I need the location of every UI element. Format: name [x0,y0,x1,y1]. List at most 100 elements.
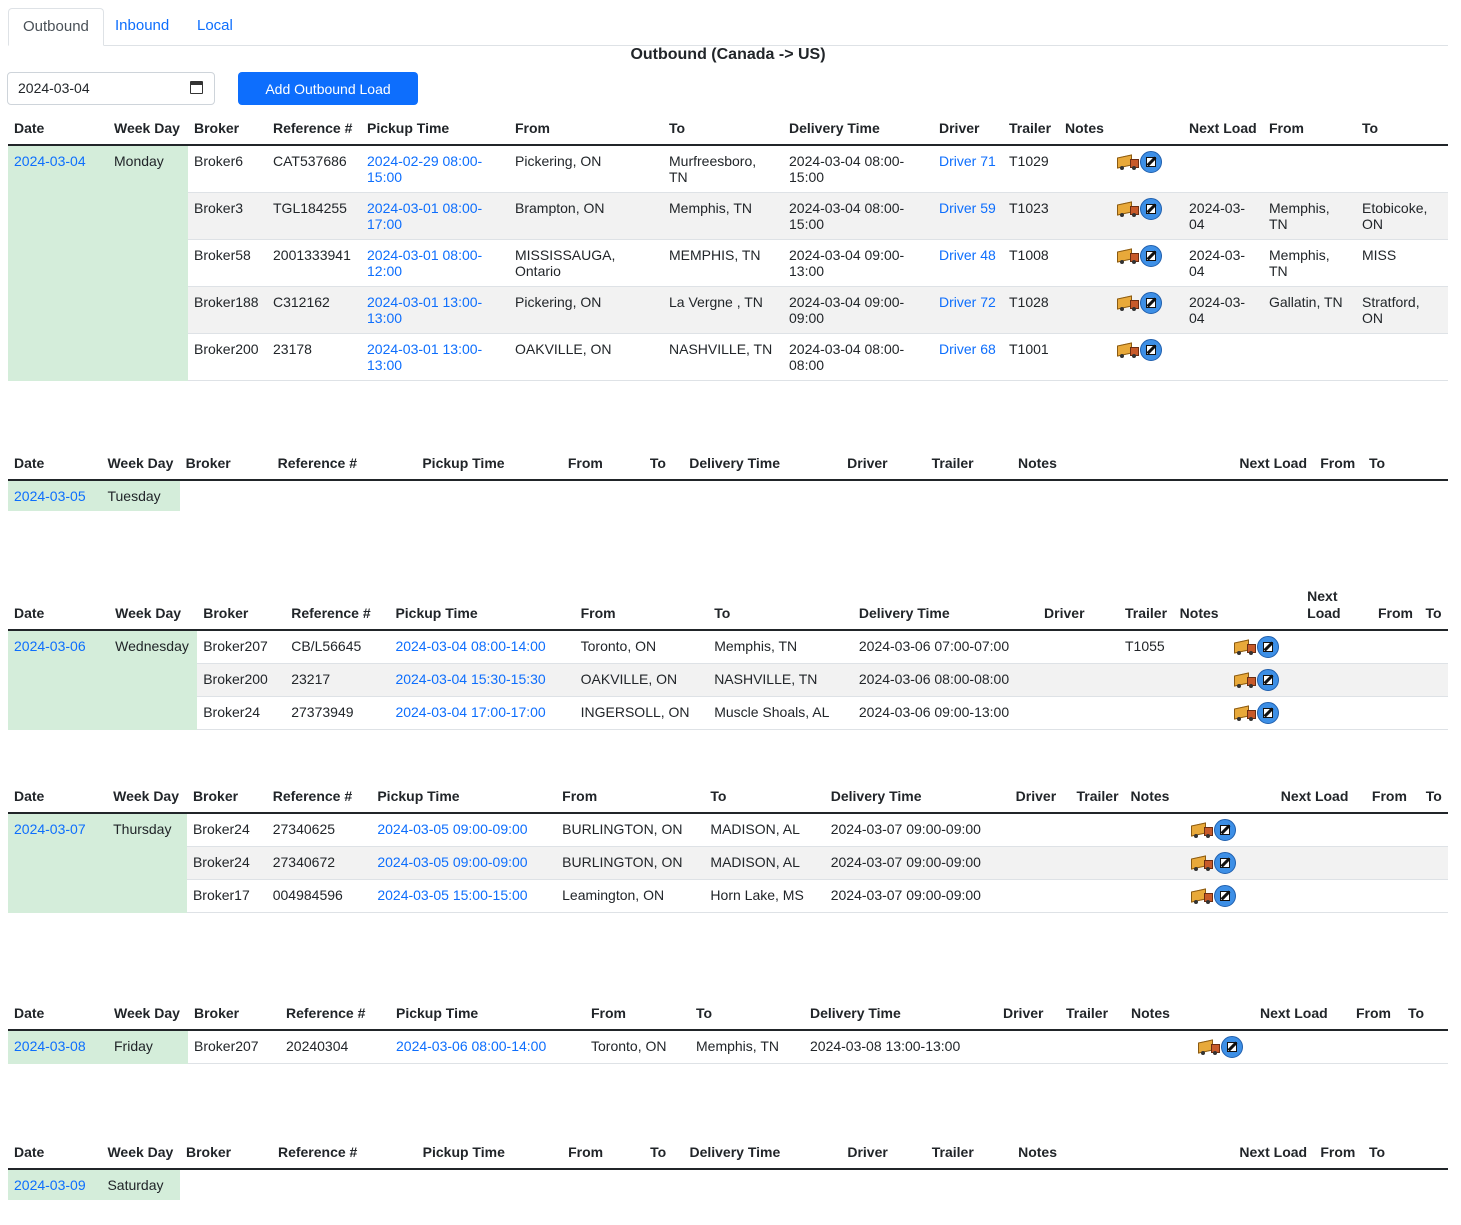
pickup-time-link[interactable]: 2024-03-05 15:00-15:00 [377,887,528,903]
table-row: Broker200 23178 2024-03-01 13:00-13:00 OAKV… [8,333,1448,381]
edit-icon[interactable] [1140,339,1162,361]
reference-cell: 27373949 [285,696,390,730]
day-table: Date Week Day Broker Reference # Pickup Time… [8,455,1448,511]
calendar-icon[interactable] [190,81,203,94]
next-load-cell: 2024-03-04 [1183,192,1263,240]
driver-link[interactable]: Driver 68 [939,341,996,357]
truck-icon[interactable] [1117,342,1139,358]
tab-outbound[interactable]: Outbound [8,8,104,46]
truck-icon[interactable] [1234,672,1257,688]
edit-icon[interactable] [1140,292,1162,314]
pickup-time-link[interactable]: 2024-03-04 08:00-14:00 [395,638,546,654]
column-header-reference: Reference # [280,1005,390,1031]
column-header-reference: Reference # [285,588,390,631]
date-link[interactable]: 2024-03-09 [14,1177,86,1193]
weekday-cell: Friday [108,1030,188,1064]
driver-link[interactable]: Driver 72 [939,294,996,310]
date-link[interactable]: 2024-03-07 [14,821,86,837]
from-cell: INGERSOLL, ON [574,696,709,730]
driver-cell: Driver 68 [933,333,1003,381]
edit-icon[interactable] [1140,198,1162,220]
column-header-actions [1187,788,1275,814]
driver-link[interactable]: Driver 59 [939,200,996,216]
truck-icon[interactable] [1117,201,1139,217]
column-header-weekday: Week Day [109,588,198,631]
truck-icon[interactable] [1191,822,1214,838]
truck-icon[interactable] [1117,154,1139,170]
driver-link[interactable]: Driver 71 [939,153,996,169]
driver-link[interactable]: Driver 48 [939,247,996,263]
reference-cell: C312162 [267,286,361,334]
edit-icon[interactable] [1257,669,1280,691]
date-link[interactable]: 2024-03-08 [14,1038,86,1054]
column-header-broker: Broker [179,455,272,481]
tab-inbound[interactable]: Inbound [115,17,170,34]
trailer-cell [1070,879,1125,913]
date-link[interactable]: 2024-03-06 [14,638,86,654]
column-header-trailer: Trailer [1060,1005,1125,1031]
next-to-cell [1419,663,1448,697]
edit-icon[interactable] [1140,245,1162,267]
next-from-cell [1371,696,1420,730]
notes-cell [1124,879,1188,913]
next-load-cell [1274,879,1366,913]
truck-icon[interactable] [1191,855,1214,871]
date-link[interactable]: 2024-03-04 [14,153,86,169]
column-header-notes: Notes [1012,1144,1115,1170]
pickup-time-link[interactable]: 2024-03-05 09:00-09:00 [377,854,528,870]
edit-icon[interactable] [1257,702,1280,724]
date-link[interactable]: 2024-03-05 [14,488,86,504]
column-header-from: From [556,788,705,814]
date-picker-input[interactable]: 2024-03-04 [7,72,215,105]
edit-icon[interactable] [1221,1036,1243,1058]
next-load-cell [1274,846,1366,880]
next-from-cell [1263,333,1356,381]
edit-icon[interactable] [1257,636,1280,658]
next-load-cell [1301,663,1372,697]
pickup-time-link[interactable]: 2024-03-01 08:00-17:00 [367,200,483,232]
next-to-cell [1356,333,1448,381]
to-cell: MADISON, AL [704,813,825,847]
column-header-from: From [562,1144,645,1170]
edit-icon[interactable] [1214,852,1237,874]
trailer-cell: T1028 [1003,286,1059,334]
truck-icon[interactable] [1234,639,1257,655]
column-header-trailer: Trailer [925,455,1012,481]
row-actions [1187,813,1275,847]
table-row: Broker3 TGL184255 2024-03-01 08:00-17:00 Br… [8,192,1448,240]
pickup-time-link[interactable]: 2024-03-05 09:00-09:00 [377,821,528,837]
pickup-time-link[interactable]: 2024-03-01 13:00-13:00 [367,341,483,373]
edit-icon[interactable] [1140,151,1162,173]
to-cell: NASHVILLE, TN [663,333,783,381]
next-from-cell [1371,663,1420,697]
to-cell: Memphis, TN [690,1030,804,1064]
edit-icon[interactable] [1214,819,1237,841]
truck-icon[interactable] [1117,248,1139,264]
pickup-time-link[interactable]: 2024-03-04 17:00-17:00 [395,704,546,720]
tab-local[interactable]: Local [197,17,233,34]
pickup-time-link[interactable]: 2024-03-04 15:30-15:30 [395,671,546,687]
column-header-next-to: To [1356,120,1448,146]
pickup-time-link[interactable]: 2024-03-01 13:00-13:00 [367,294,483,326]
next-load-cell [1301,696,1372,730]
notes-cell [1173,696,1231,730]
add-outbound-load-button[interactable]: Add Outbound Load [238,72,418,105]
column-header-delivery: Delivery Time [804,1005,997,1031]
driver-cell [1009,879,1071,913]
row-actions [1187,846,1275,880]
truck-icon[interactable] [1117,295,1139,311]
truck-icon[interactable] [1191,888,1214,904]
notes-cell [1173,630,1231,664]
pickup-time-link[interactable]: 2024-03-06 08:00-14:00 [396,1038,547,1054]
edit-icon[interactable] [1214,885,1237,907]
pickup-time-link[interactable]: 2024-02-29 08:00-15:00 [367,153,483,185]
column-header-broker: Broker [188,120,267,146]
next-from-cell: Memphis, TN [1263,239,1356,287]
day-table: Date Week Day Broker Reference # Pickup Time… [8,588,1448,730]
truck-icon[interactable] [1198,1039,1220,1055]
pickup-time-link[interactable]: 2024-03-01 08:00-12:00 [367,247,483,279]
from-cell: Pickering, ON [509,286,663,334]
next-load-cell [1301,630,1372,664]
pickup-time-cell: 2024-03-05 15:00-15:00 [371,879,557,913]
truck-icon[interactable] [1234,705,1257,721]
